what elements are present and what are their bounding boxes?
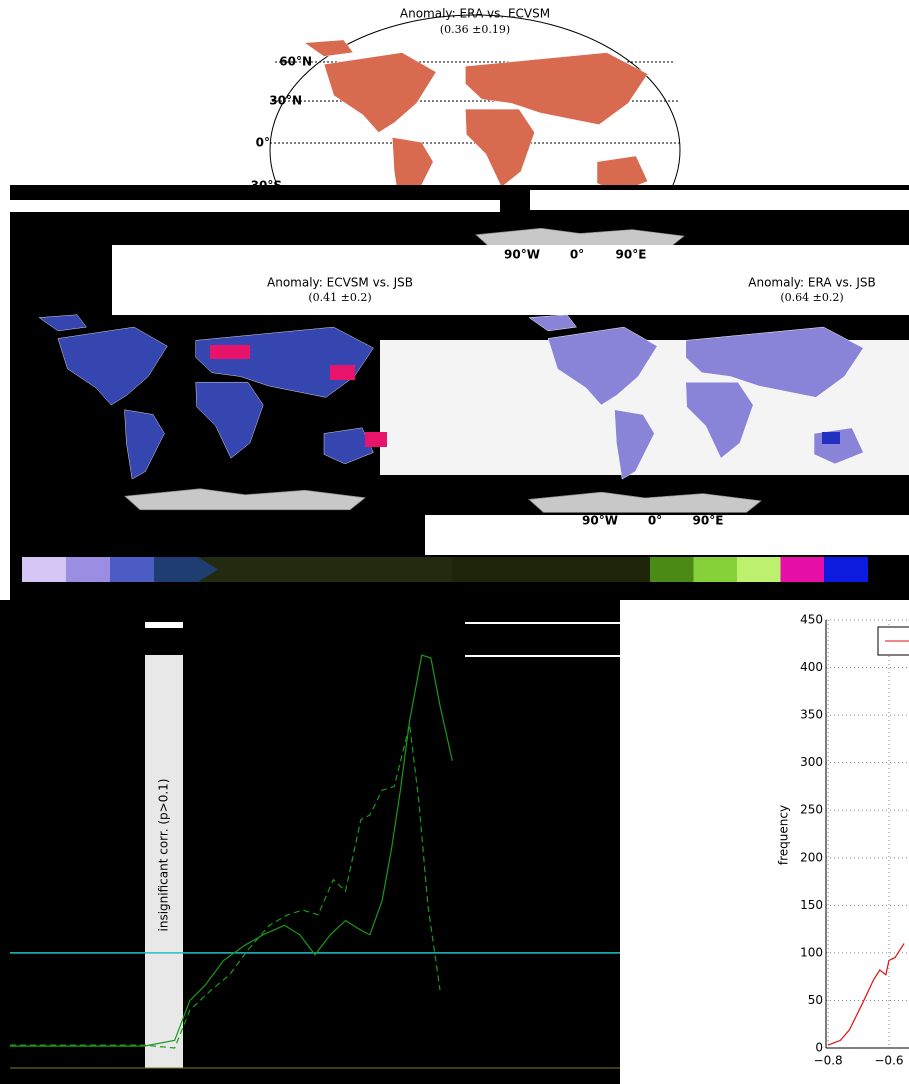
map-title: Anomaly: ERA vs. ECVSM <box>400 7 550 21</box>
lat-label: 60°N <box>279 55 312 69</box>
y-tick-label: 150 <box>800 898 823 912</box>
colorbar-tick-label: 0.4 <box>56 584 75 598</box>
map-patch <box>822 432 840 444</box>
colorbar-tick-label: −0.2 <box>809 584 838 598</box>
map-patch <box>365 432 387 447</box>
y-tick-label: 350 <box>800 708 823 722</box>
plot-bg <box>620 600 909 1084</box>
y-tick-label: 400 <box>800 660 823 674</box>
glitch-stripe <box>465 655 620 657</box>
colorbar-tick-label: 0.0 <box>851 584 870 598</box>
colorbar-swatch <box>154 557 199 582</box>
lon-label: 0° <box>570 248 584 262</box>
lat-label: 0° <box>256 136 270 150</box>
map-subtitle: (0.41 ±0.2) <box>308 291 371 304</box>
colorbar-swatch <box>22 557 67 582</box>
map-title: Anomaly: ECVSM vs. JSB <box>267 276 413 290</box>
lat-label: 30°N <box>269 94 302 108</box>
y-axis-label: frequency <box>777 805 791 865</box>
x-tick-label: −0.8 <box>814 1054 843 1068</box>
colorbar-tick-label: 0.8 <box>144 584 163 598</box>
y-tick-label: 100 <box>800 945 823 959</box>
title-strip <box>425 515 909 555</box>
colorbar-swatch <box>781 557 825 582</box>
panel-left <box>0 600 620 1084</box>
colorbar-tick-label: −0.8 <box>698 584 727 598</box>
glitch-stripe <box>10 200 500 212</box>
colorbar-body <box>452 557 652 582</box>
lon-label: 90°W <box>582 514 618 528</box>
y-tick-label: 0 <box>815 1041 823 1055</box>
x-tick-label: −0.6 <box>874 1054 903 1068</box>
colorbar-tick-label: 0.6 <box>100 584 119 598</box>
annotation: insignificant corr. (p>0.1) <box>157 779 171 932</box>
colorbar-tick-label: 1.0 <box>188 584 207 598</box>
map-subtitle: (0.64 ±0.2) <box>780 291 843 304</box>
edge <box>0 185 10 600</box>
glitch-stripe <box>530 190 909 210</box>
y-tick-label: 450 <box>800 613 823 627</box>
lon-label: 90°E <box>616 248 647 262</box>
colorbar-swatch <box>737 557 781 582</box>
chart: 0 50 100 150 200 250 300 350 400 450 −0.8 −0.6 frequ… <box>620 600 909 1084</box>
colorbar-tick-label: −0.6 <box>735 584 764 598</box>
lon-label: 90°E <box>693 514 724 528</box>
lon-label: 90°W <box>504 248 540 262</box>
map-title: Anomaly: ERA vs. JSB <box>748 276 875 290</box>
map-subtitle: (0.36 ±0.19) <box>440 23 510 36</box>
legend-fragment <box>145 622 183 628</box>
colorbar-tick-label: 0.2 <box>12 584 31 598</box>
colorbar-swatch <box>694 557 738 582</box>
colorbar-tick-label: −1.0 <box>661 584 690 598</box>
y-tick-label: 200 <box>800 850 823 864</box>
colorbar-tick-label: −0.4 <box>772 584 801 598</box>
y-tick-label: 300 <box>800 755 823 769</box>
map-patch <box>330 365 355 380</box>
colorbar-swatch <box>110 557 155 582</box>
colorbar-swatch <box>66 557 111 582</box>
y-tick-label: 50 <box>808 993 823 1007</box>
glitch-stripe <box>465 622 620 624</box>
map-patch <box>210 345 250 359</box>
colorbar-swatch <box>824 557 868 582</box>
y-tick-label: 250 <box>800 803 823 817</box>
lon-label: 0° <box>648 514 662 528</box>
page: Anomaly: ERA vs. ECVSM (0.36 ±0.19) 60°N… <box>0 0 909 1084</box>
